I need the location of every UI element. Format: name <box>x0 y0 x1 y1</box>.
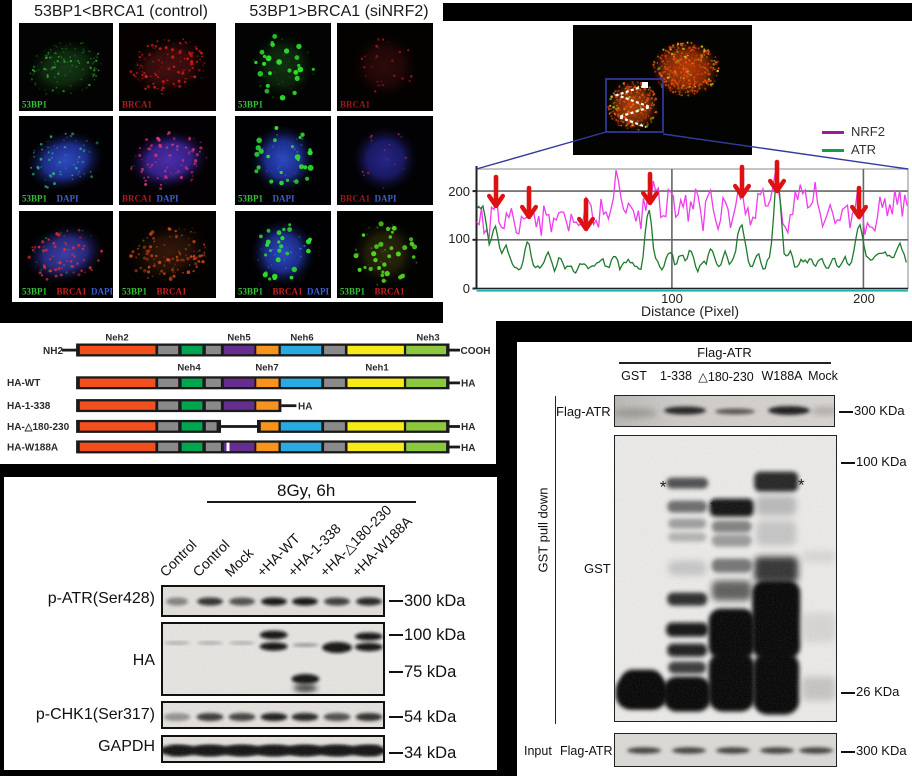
svg-text:53BP1: 53BP1 <box>122 287 148 297</box>
svg-text:53BP1: 53BP1 <box>238 287 264 297</box>
svg-text:DAPI: DAPI <box>157 194 179 204</box>
svg-text:HA-W188A: HA-W188A <box>7 442 58 453</box>
svg-text:BRCA1: BRCA1 <box>122 194 153 204</box>
svg-text:HA-△180-230: HA-△180-230 <box>7 422 70 433</box>
svg-text:BRCA1: BRCA1 <box>340 100 371 110</box>
svg-text:NH2: NH2 <box>43 346 63 357</box>
svg-text:53BP1: 53BP1 <box>22 194 48 204</box>
svg-text:Neh6: Neh6 <box>290 333 313 344</box>
svg-text:Neh2: Neh2 <box>105 333 128 344</box>
svg-text:BRCA1: BRCA1 <box>273 287 304 297</box>
svg-text:HA: HA <box>461 422 475 433</box>
svg-text:BRCA1: BRCA1 <box>122 100 153 110</box>
svg-text:BRCA1: BRCA1 <box>57 287 88 297</box>
svg-text:DAPI: DAPI <box>375 194 397 204</box>
svg-text:Neh3: Neh3 <box>416 333 439 344</box>
svg-text:53BP1: 53BP1 <box>22 287 48 297</box>
svg-text:HA-1-338: HA-1-338 <box>7 401 51 412</box>
svg-text:COOH: COOH <box>461 346 491 357</box>
svg-text:HA: HA <box>461 379 475 390</box>
svg-text:Neh7: Neh7 <box>255 363 278 374</box>
svg-text:53BP1: 53BP1 <box>22 100 48 110</box>
svg-text:DAPI: DAPI <box>57 194 79 204</box>
svg-text:BRCA1: BRCA1 <box>157 287 188 297</box>
svg-text:Neh5: Neh5 <box>227 333 251 344</box>
svg-text:53BP1: 53BP1 <box>238 100 264 110</box>
svg-text:BRCA1: BRCA1 <box>375 287 406 297</box>
svg-text:Neh1: Neh1 <box>365 363 389 374</box>
svg-text:DAPI: DAPI <box>307 287 329 297</box>
svg-text:HA: HA <box>298 401 312 412</box>
svg-text:DAPI: DAPI <box>91 287 113 297</box>
svg-text:HA: HA <box>461 443 475 454</box>
svg-text:HA-WT: HA-WT <box>7 378 40 389</box>
svg-text:DAPI: DAPI <box>273 194 295 204</box>
svg-text:53BP1: 53BP1 <box>340 287 366 297</box>
svg-text:Neh4: Neh4 <box>177 363 201 374</box>
svg-text:53BP1: 53BP1 <box>238 194 264 204</box>
svg-text:BRCA1: BRCA1 <box>340 194 371 204</box>
